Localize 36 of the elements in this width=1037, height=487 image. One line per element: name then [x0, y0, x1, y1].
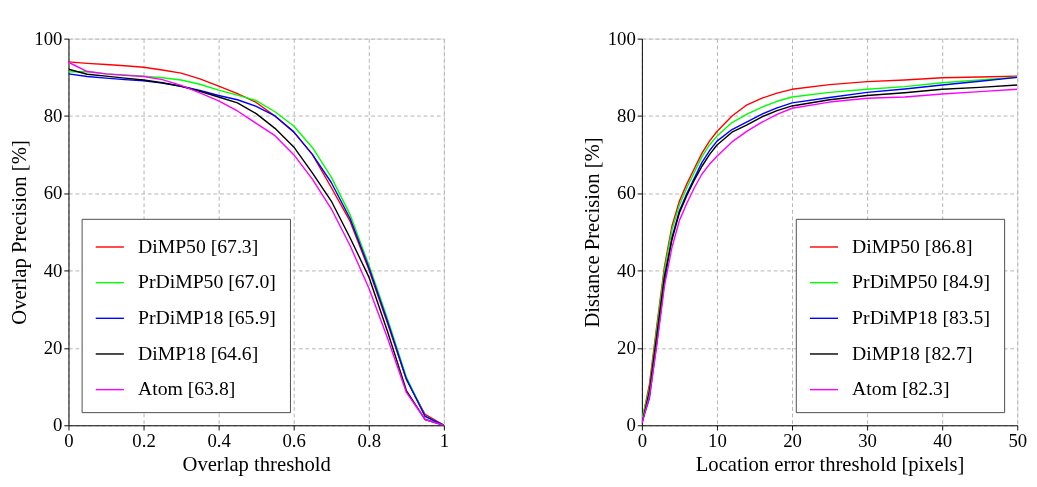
x-tick-label: 50	[1008, 430, 1028, 452]
x-tick-label: 10	[708, 430, 727, 452]
x-tick-label: 0.6	[282, 430, 306, 452]
y-tick-label: 0	[53, 414, 63, 436]
legend-label: PrDiMP18 [65.9]	[137, 305, 276, 328]
x-axis-title: Location error threshold [pixels]	[695, 452, 965, 476]
legend-label: DiMP50 [67.3]	[137, 234, 259, 257]
x-tick-label: 40	[933, 430, 953, 452]
legend-label: PrDiMP50 [84.9]	[852, 270, 990, 293]
x-axis-title: Overlap threshold	[182, 452, 332, 476]
y-tick-label: 0	[626, 414, 636, 436]
legend-label: Atom [82.3]	[852, 377, 950, 400]
y-tick-label: 60	[43, 182, 63, 204]
legend-label: DiMP18 [64.6]	[137, 341, 259, 364]
x-tick-label: 30	[858, 430, 877, 452]
y-tick-label: 100	[34, 27, 63, 49]
legend-label: Atom [63.8]	[137, 377, 236, 400]
y-tick-label: 80	[43, 105, 63, 127]
y-tick-label: 20	[43, 337, 63, 359]
x-tick-label: 0.2	[132, 430, 156, 452]
y-tick-label: 80	[617, 105, 636, 127]
y-tick-label: 40	[617, 259, 636, 281]
x-tick-label: 0.8	[357, 430, 381, 452]
legend-label: PrDiMP50 [67.0]	[137, 270, 276, 293]
y-tick-label: 20	[617, 337, 636, 359]
x-tick-label: 1	[439, 430, 450, 452]
x-tick-label: 0.4	[207, 430, 232, 452]
y-tick-label: 100	[607, 27, 636, 49]
y-tick-label: 60	[617, 182, 636, 204]
y-tick-label: 40	[43, 259, 63, 281]
x-tick-label: 20	[783, 430, 802, 452]
legend-label: PrDiMP18 [83.5]	[852, 305, 990, 328]
legend-label: DiMP50 [86.8]	[852, 234, 973, 257]
y-axis-title: Distance Precision [%]	[581, 137, 604, 328]
legend-label: DiMP18 [82.7]	[852, 341, 973, 364]
y-axis-title: Overlap Precision [%]	[7, 140, 31, 325]
